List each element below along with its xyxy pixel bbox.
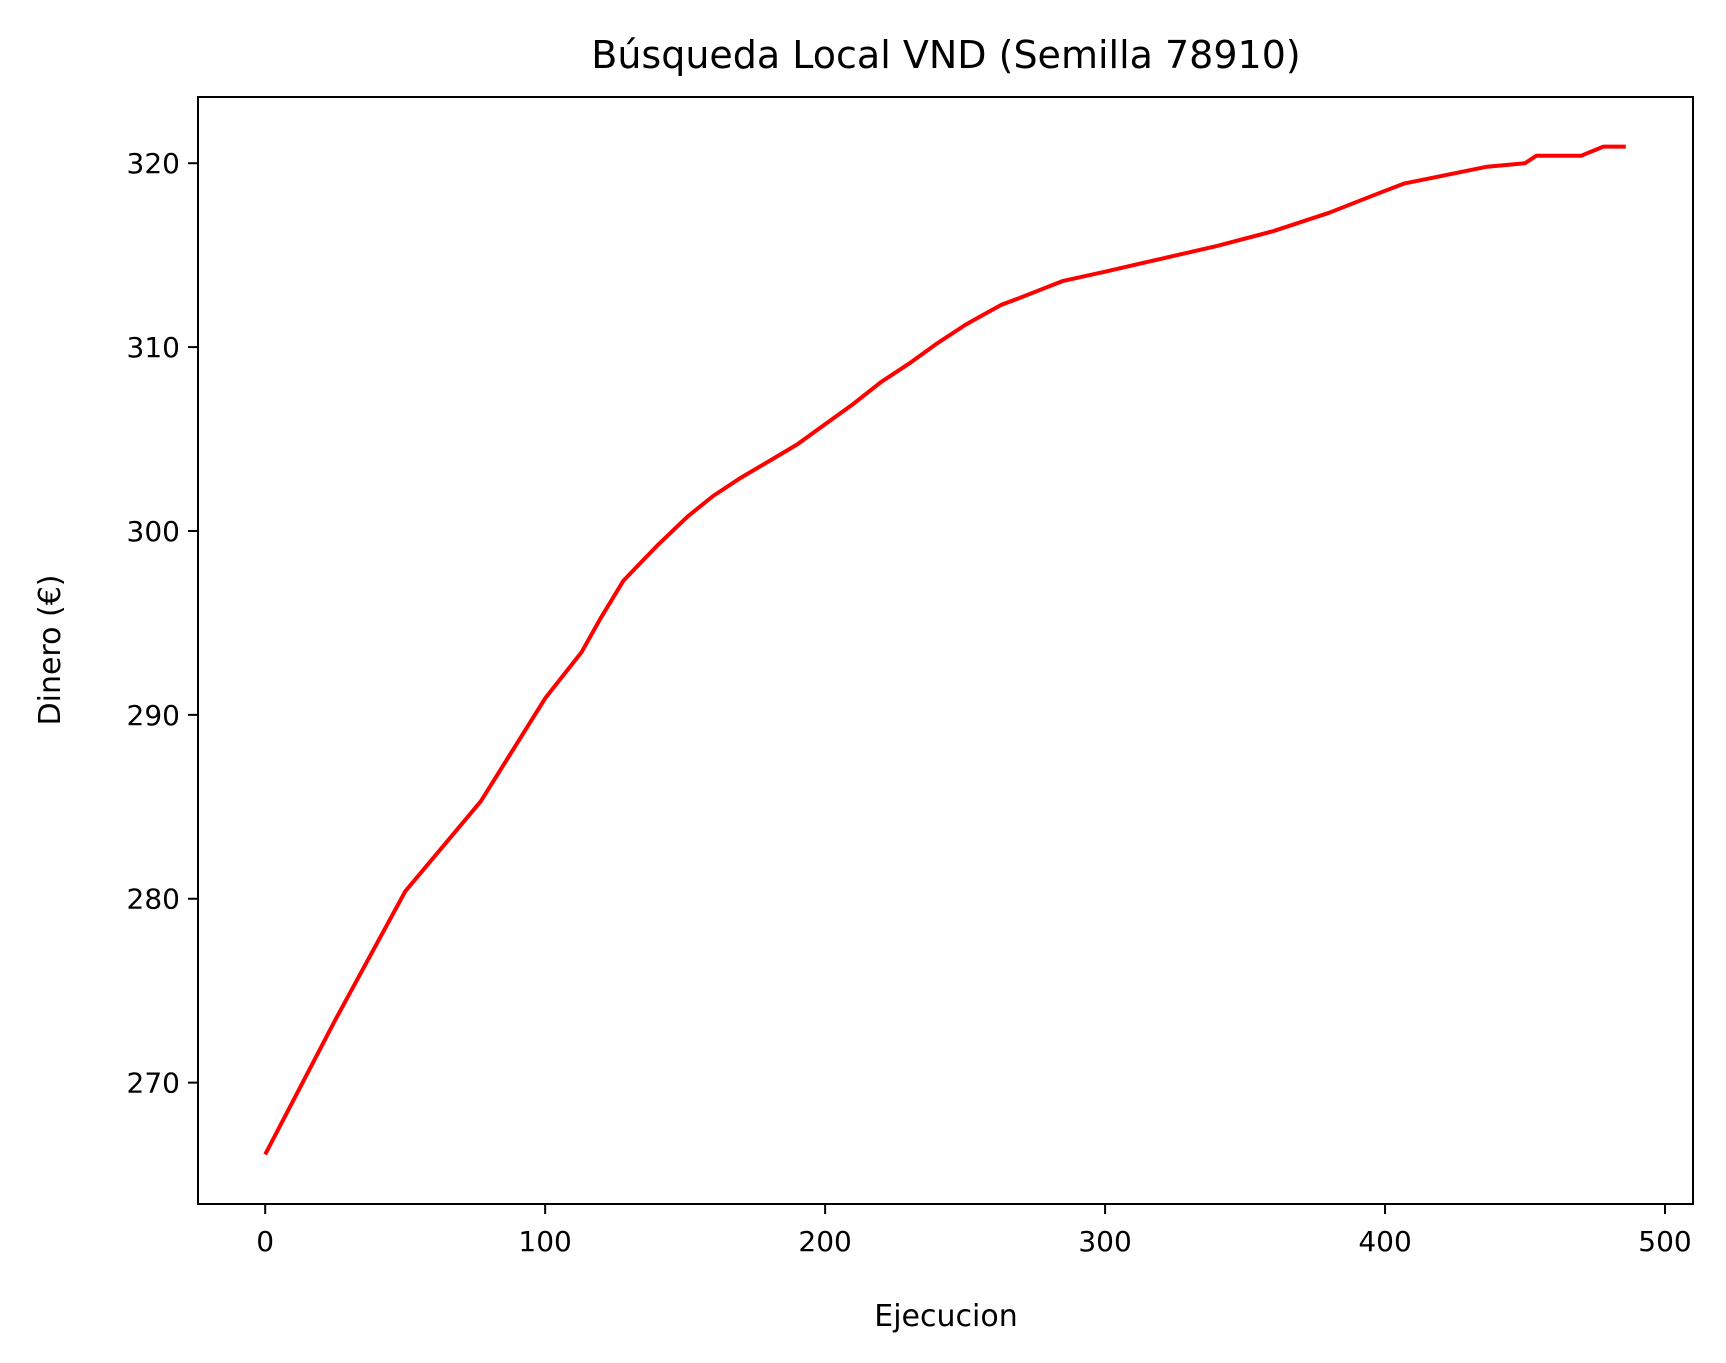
y-tick-label: 320	[127, 147, 180, 180]
y-tick-label: 310	[127, 331, 180, 364]
chart-title: Búsqueda Local VND (Semilla 78910)	[591, 33, 1300, 77]
y-tick-label: 290	[127, 699, 180, 732]
y-axis: 270 280 290 300 310 320	[127, 147, 198, 1100]
y-tick-label: 300	[127, 515, 180, 548]
x-tick-label: 100	[518, 1225, 571, 1258]
x-tick-label: 0	[256, 1225, 274, 1258]
y-axis-label: Dinero (€)	[33, 575, 68, 726]
x-tick-label: 200	[798, 1225, 851, 1258]
plot-area-frame	[197, 96, 1694, 1205]
x-axis-label: Ejecucion	[874, 1299, 1017, 1334]
series-layer	[263, 144, 1626, 1156]
x-axis: 0 100 200 300 400 500	[256, 1204, 1692, 1258]
x-tick-label: 400	[1358, 1225, 1411, 1258]
x-tick-label: 500	[1638, 1225, 1691, 1258]
series-line	[263, 144, 1626, 1156]
x-tick-label: 300	[1078, 1225, 1131, 1258]
y-tick-label: 280	[127, 883, 180, 916]
y-tick-label: 270	[127, 1067, 180, 1100]
